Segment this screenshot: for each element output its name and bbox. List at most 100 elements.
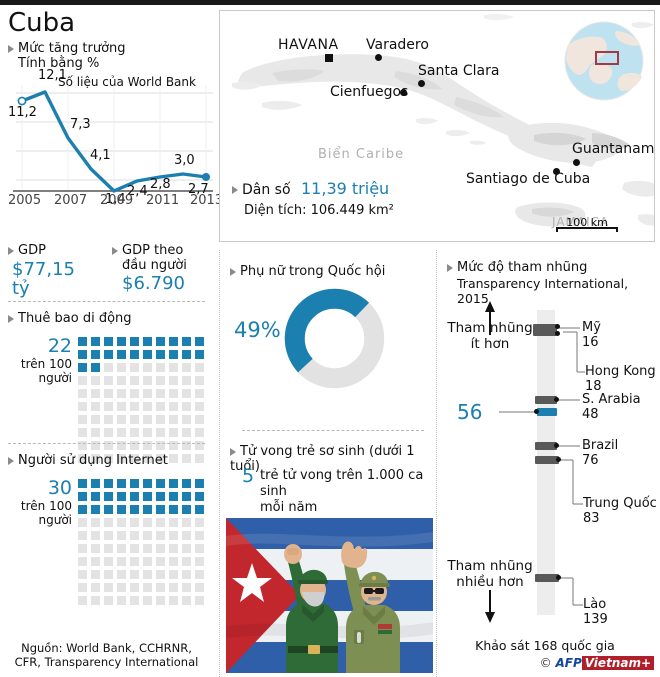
divider-middle xyxy=(242,430,424,431)
waffle-cell xyxy=(143,492,152,501)
waffle-cell xyxy=(130,376,139,385)
label-country-hong-kong: Hong Kong xyxy=(585,364,656,379)
waffle-cell xyxy=(130,415,139,424)
waffle-cell xyxy=(156,337,165,346)
waffle-cell xyxy=(91,531,100,540)
map-label-varadero: Varadero xyxy=(366,37,429,53)
point-label-2012: 3,0 xyxy=(174,153,195,168)
waffle-cell xyxy=(156,505,165,514)
waffle-cell xyxy=(104,363,113,372)
waffle-cell xyxy=(195,583,204,592)
internet-sub-l2: người xyxy=(38,513,72,527)
waffle-cell xyxy=(78,583,87,592)
growth-heading: Mức tăng trưởng Tính bằng % xyxy=(8,41,208,71)
map-panel[interactable]: HAVANA Varadero Santa Clara Cienfuegos G… xyxy=(219,10,655,242)
map-label-santa-clara: Santa Clara xyxy=(418,63,500,79)
waffle-cell xyxy=(78,479,87,488)
waffle-cell xyxy=(156,531,165,540)
waffle-cell xyxy=(78,531,87,540)
waffle-cell xyxy=(117,583,126,592)
waffle-cell xyxy=(78,544,87,553)
waffle-cell xyxy=(143,376,152,385)
waffle-cell xyxy=(143,505,152,514)
waffle-cell xyxy=(130,583,139,592)
waffle-cell xyxy=(143,389,152,398)
waffle-cell xyxy=(182,337,191,346)
gdp-block: GDP $77,15 tỷ xyxy=(8,243,108,298)
infant-mortality-text: trẻ tử vong trên 1.000 ca sinh mỗi năm xyxy=(260,468,428,516)
photo-svg xyxy=(226,518,433,673)
waffle-cell xyxy=(91,544,100,553)
waffle-cell xyxy=(156,583,165,592)
marker-china xyxy=(535,456,559,464)
waffle-cell xyxy=(78,596,87,605)
infant-text-l2: mỗi năm xyxy=(260,500,318,515)
waffle-cell xyxy=(117,544,126,553)
waffle-cell xyxy=(169,363,178,372)
label-rank-laos: 139 xyxy=(583,612,608,627)
scale-bar-label: 100 km xyxy=(566,216,608,229)
waffle-cell xyxy=(117,518,126,527)
source-note: Nguồn: World Bank, CCHRNR, CFR, Transpar… xyxy=(0,641,213,669)
bullet-triangle-icon xyxy=(232,186,238,194)
waffle-cell xyxy=(143,570,152,579)
marker-dot-china xyxy=(556,457,561,462)
waffle-cell xyxy=(182,376,191,385)
label-country-s-arabia: S. Arabia xyxy=(582,392,641,407)
waffle-cell xyxy=(130,505,139,514)
waffle-cell xyxy=(78,505,87,514)
waffle-cell xyxy=(156,402,165,411)
waffle-cell xyxy=(182,596,191,605)
waffle-cell xyxy=(195,479,204,488)
waffle-cell xyxy=(117,402,126,411)
mobile-sub-l2: người xyxy=(38,371,72,385)
bullet-triangle-icon xyxy=(230,267,236,276)
waffle-cell xyxy=(156,363,165,372)
bullet-triangle-icon xyxy=(112,246,118,255)
waffle-cell xyxy=(130,428,139,437)
corruption-annotations-svg xyxy=(485,301,585,623)
waffle-cell xyxy=(117,454,126,463)
waffle-cell xyxy=(117,557,126,566)
waffle-cell xyxy=(195,389,204,398)
waffle-cell xyxy=(182,454,191,463)
waffle-cell xyxy=(78,518,87,527)
label-country-brazil: Brazil xyxy=(582,438,619,453)
waffle-cell xyxy=(104,557,113,566)
waffle-cell xyxy=(143,337,152,346)
x-tick-2007: 2007 xyxy=(54,193,88,208)
waffle-cell xyxy=(169,350,178,359)
waffle-cell xyxy=(143,544,152,553)
waffle-cell xyxy=(104,518,113,527)
afp-credit: © AFP Vietnam+ xyxy=(540,656,654,670)
population-line: Dân số 11,39 triệu xyxy=(232,179,389,198)
area-line: Diện tích: 106.449 km² xyxy=(244,203,394,218)
waffle-cell xyxy=(143,402,152,411)
waffle-cell xyxy=(195,492,204,501)
waffle-cell xyxy=(169,596,178,605)
label-rank-hong-kong: 18 xyxy=(585,379,602,394)
waffle-cell xyxy=(117,505,126,514)
mobile-waffle-grid xyxy=(78,337,208,467)
point-label-2011: 2,8 xyxy=(150,177,171,192)
point-label-2009: 1,4 xyxy=(105,192,126,207)
waffle-cell xyxy=(182,557,191,566)
map-label-guantanamo: Guantanamo xyxy=(572,141,655,157)
gdp-percapita-label-l1: GDP theo xyxy=(122,243,184,258)
marker-laos xyxy=(535,574,559,582)
waffle-cell xyxy=(195,454,204,463)
waffle-cell xyxy=(78,337,87,346)
waffle-cell xyxy=(156,518,165,527)
waffle-cell xyxy=(143,557,152,566)
city-dot-santa-clara xyxy=(418,80,425,87)
waffle-cell xyxy=(78,441,87,450)
right-column: Mức độ tham nhũng Transparency Internati… xyxy=(436,250,660,677)
corruption-subheading: Transparency International, 2015 xyxy=(457,276,629,306)
more-corrupt-l1: Tham nhũng xyxy=(447,558,533,574)
waffle-cell xyxy=(169,337,178,346)
waffle-cell xyxy=(169,557,178,566)
point-label-2010: 2,4 xyxy=(127,184,148,199)
waffle-cell xyxy=(130,518,139,527)
waffle-cell xyxy=(91,454,100,463)
label-rank-brazil: 76 xyxy=(582,453,599,468)
